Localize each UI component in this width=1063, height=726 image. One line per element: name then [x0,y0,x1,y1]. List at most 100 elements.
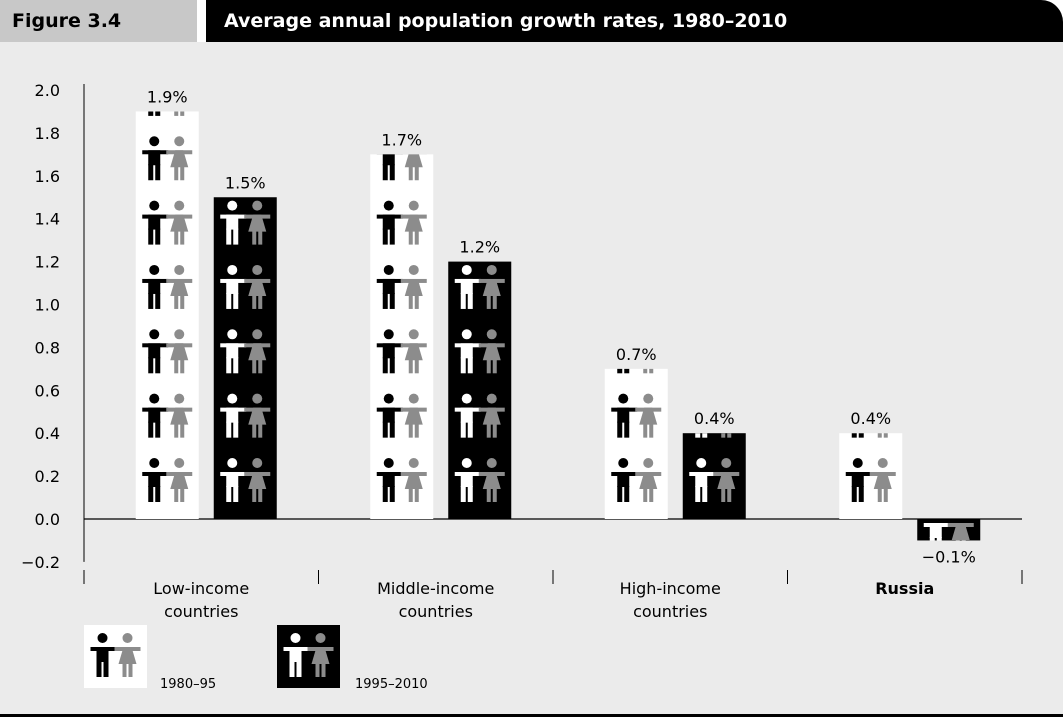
male-leg-icon [389,164,395,181]
y-tick-label: 0.8 [35,338,60,357]
female-dress-icon [170,343,189,361]
female-dress-icon [404,343,423,361]
female-leg-icon [727,433,732,438]
female-leg-icon [174,294,179,309]
x-category-label: countries [399,602,473,621]
female-leg-icon [258,488,263,502]
female-leg-icon [408,294,413,309]
person-pair-icon [376,264,427,309]
male-leg-icon [233,357,239,374]
female-dress-icon [311,647,330,664]
person-pair-icon [611,458,662,502]
male-head-icon [931,509,941,519]
male-leg-icon [460,292,466,309]
male-head-icon [696,394,706,404]
male-torso-icon [226,472,239,487]
legend-label: 1980–95 [160,677,216,692]
male-leg-icon [382,228,388,245]
person-pair-icon [454,393,505,438]
male-head-icon [97,633,108,643]
data-label: 1.9% [147,87,188,106]
female-head-icon [878,394,888,404]
female-dress-icon [170,214,189,232]
female-leg-icon [252,294,257,309]
female-leg-icon [649,368,654,374]
bar-1980-95 [604,368,668,519]
female-head-icon [408,393,419,404]
male-torso-icon [382,407,395,423]
male-torso-icon [382,472,395,487]
female-dress-icon [248,214,267,232]
bar-icons [376,154,427,502]
male-leg-icon [936,537,942,541]
male-leg-icon [226,292,232,309]
female-leg-icon [174,488,179,502]
female-leg-icon [180,111,185,116]
male-leg-icon [148,111,154,116]
male-leg-icon [851,433,857,438]
legend-swatch-1980-95 [84,625,147,688]
male-torso-icon [289,647,302,662]
female-head-icon [408,264,419,275]
male-torso-icon [460,472,473,487]
female-head-icon [122,633,133,643]
female-dress-icon [118,647,137,664]
bar-icons [845,394,896,502]
bar-icons [689,394,740,502]
male-torso-icon [148,343,161,359]
female-leg-icon [877,433,882,438]
male-head-icon [227,393,238,404]
female-dress-icon [248,407,267,425]
bar-1980-95 [135,111,199,519]
female-leg-icon [258,294,263,309]
figure-number: Figure 3.4 [0,0,197,42]
female-head-icon [252,329,263,340]
female-head-icon [408,329,419,340]
female-head-icon [721,394,731,404]
female-leg-icon [643,488,648,502]
male-leg-icon [233,486,239,502]
male-head-icon [149,72,159,82]
person-pair-icon [148,72,185,116]
male-torso-icon [226,214,239,230]
male-head-icon [227,200,238,211]
female-leg-icon [414,488,419,502]
person-pair-icon [220,200,271,245]
male-leg-icon [148,421,154,438]
male-leg-icon [624,486,630,502]
data-label: 1.5% [225,173,266,192]
person-pair-icon [454,458,505,502]
female-head-icon [174,458,185,468]
female-leg-icon [252,488,257,502]
bar-group [604,368,668,519]
bar-group [370,154,434,519]
male-torso-icon [96,647,109,662]
female-head-icon [643,458,654,468]
male-head-icon [149,136,160,147]
bar-icons [611,368,662,502]
y-tick-label: 0.2 [35,467,60,486]
male-head-icon [149,264,160,275]
male-head-icon [290,633,301,643]
data-label: −0.1% [922,547,976,566]
male-torso-icon [460,407,473,423]
female-head-icon [174,200,185,211]
female-leg-icon [180,230,185,245]
y-tick-label: 0.6 [35,381,60,400]
female-leg-icon [727,488,732,502]
person-pair-icon [283,633,334,677]
person-pair-icon [376,458,427,502]
male-head-icon [383,200,394,211]
male-head-icon [461,458,472,468]
female-leg-icon [961,539,966,541]
female-leg-icon [721,433,726,438]
person-pair-icon [142,200,193,245]
male-torso-icon [148,150,161,166]
female-head-icon [315,633,326,643]
female-leg-icon [486,294,491,309]
person-pair-icon [142,393,193,438]
bar-group [135,72,199,519]
male-leg-icon [624,421,630,438]
person-pair-icon [382,154,423,181]
